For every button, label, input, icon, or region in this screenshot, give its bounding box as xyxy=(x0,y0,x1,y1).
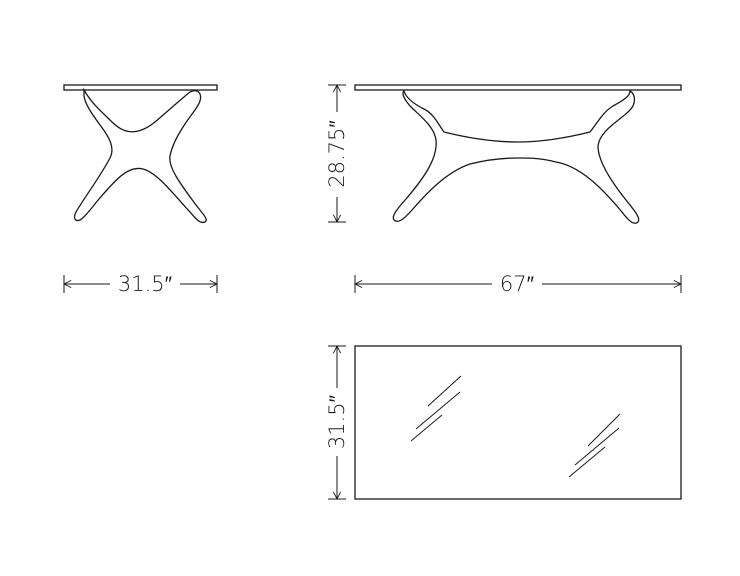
side-table-top xyxy=(63,84,218,91)
glass-reflection-left xyxy=(410,375,462,442)
front-elevation-view xyxy=(354,84,682,224)
dimension-length-front: 67″ xyxy=(355,272,681,296)
top-plan-view xyxy=(354,345,682,500)
side-width-label: 31.5″ xyxy=(118,272,173,296)
side-elevation-view xyxy=(63,84,218,224)
front-table-base xyxy=(392,89,640,224)
side-table-base xyxy=(73,87,207,224)
top-depth-label: 31.5″ xyxy=(325,394,349,449)
dimension-depth-top: 31.5″ xyxy=(325,346,349,499)
dimension-height-front: 28.75″ xyxy=(325,85,349,222)
glass-top-outline xyxy=(354,345,682,500)
front-height-label: 28.75″ xyxy=(325,120,349,188)
glass-reflection-right xyxy=(568,413,621,478)
front-table-top xyxy=(354,84,682,91)
dimension-width-side: 31.5″ xyxy=(64,272,217,296)
front-length-label: 67″ xyxy=(500,272,535,296)
